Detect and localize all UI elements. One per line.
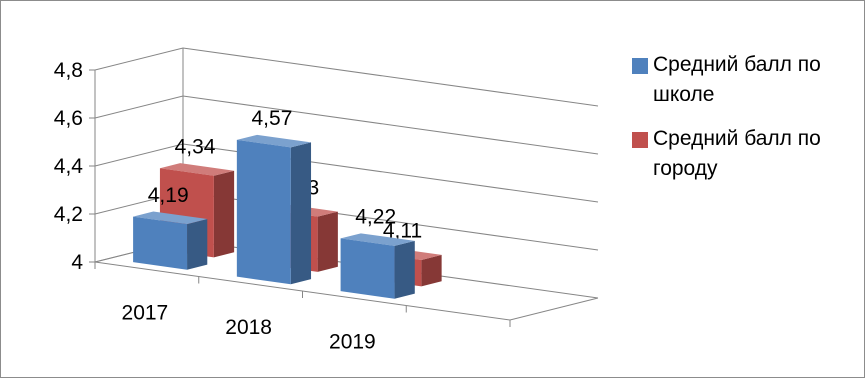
bar-side-city-2018 — [317, 211, 338, 272]
legend-swatch-city — [632, 132, 648, 148]
bar-top-school-2017 — [133, 211, 208, 225]
bar-side-school-2018 — [290, 142, 312, 285]
gridline — [94, 47, 599, 107]
x-tick-label: 2018 — [225, 316, 272, 339]
data-label-school-2017: 4,19 — [148, 184, 189, 207]
y-tick-label: 4,2 — [54, 203, 83, 226]
data-label-city-2017: 4,34 — [175, 135, 216, 158]
bar-school-2019 — [340, 238, 395, 299]
data-label-school-2018: 4,57 — [252, 107, 293, 130]
bar-school-2018 — [236, 139, 291, 285]
data-label-school-2019: 4,22 — [355, 206, 396, 229]
legend-label-city: Средний балл по городу — [653, 127, 821, 180]
bar-school-2017 — [133, 216, 188, 270]
bar-top-school-2019 — [340, 233, 415, 246]
legend-item-city: Средний балл по городу — [632, 124, 862, 184]
legend-swatch-school — [632, 58, 648, 74]
y-tick-label: 4,6 — [54, 107, 83, 130]
x-tick-label: 2017 — [122, 301, 169, 324]
y-tick-label: 4,4 — [54, 155, 84, 178]
y-tick-label: 4,8 — [54, 59, 83, 82]
y-tick-label: 4 — [71, 251, 83, 274]
bar-top-city-2017 — [159, 163, 235, 176]
bar-side-school-2019 — [394, 240, 415, 299]
bar-side-city-2017 — [213, 170, 235, 258]
data-label-city-2019: 4,11 — [383, 220, 422, 243]
gridline — [94, 95, 599, 155]
legend-item-school: Средний балл по школе — [632, 50, 862, 110]
x-tick-label: 2019 — [329, 330, 376, 353]
bar-top-school-2018 — [236, 134, 312, 148]
chart-legend: Средний балл по школе Средний балл по го… — [632, 50, 862, 198]
bar-side-school-2017 — [187, 219, 208, 270]
legend-label-school: Средний балл по школе — [653, 53, 821, 106]
bar-side-city-2019 — [421, 254, 442, 287]
